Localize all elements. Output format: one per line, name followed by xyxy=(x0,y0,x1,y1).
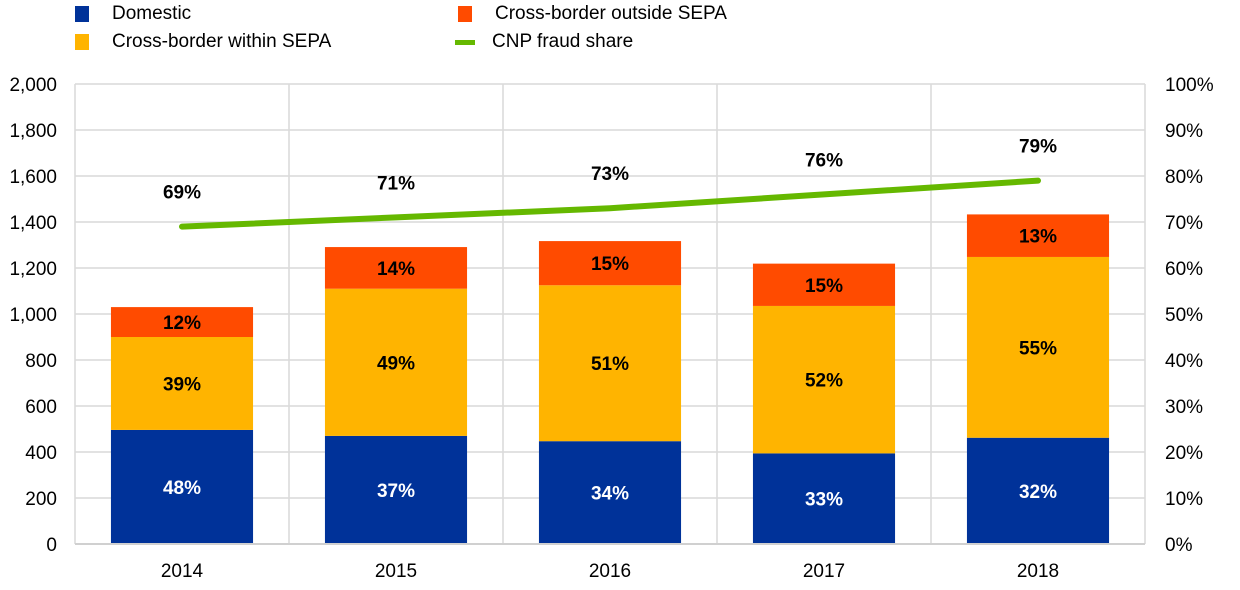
data-label: 52% xyxy=(805,371,843,392)
line-data-label: 79% xyxy=(1019,137,1057,158)
y-tick-label: 600 xyxy=(25,397,57,418)
y2-tick-label: 0% xyxy=(1165,535,1193,556)
y-tick-label: 1,800 xyxy=(9,121,57,142)
axes: 0 200 400 600 800 1,000 1,200 1,400 1,600 1,800 2,… xyxy=(9,75,1213,582)
y-tick-label: 1,000 xyxy=(9,305,57,326)
x-tick-label: 2014 xyxy=(161,561,204,582)
y2-tick-label: 80% xyxy=(1165,167,1203,188)
y-tick-label: 2,000 xyxy=(9,75,57,96)
data-label: 55% xyxy=(1019,338,1057,359)
data-label: 32% xyxy=(1019,482,1057,503)
y-tick-label: 200 xyxy=(25,489,57,510)
data-label: 34% xyxy=(591,484,629,505)
bar-domestic-2015 xyxy=(324,435,468,544)
bar-cross-border-within-sepa-2014 xyxy=(110,337,254,430)
x-tick-label: 2015 xyxy=(375,561,417,582)
bar-domestic-2017 xyxy=(752,453,896,544)
legend-swatch-within-sepa xyxy=(75,34,89,50)
y2-tick-label: 40% xyxy=(1165,351,1203,372)
data-label: 48% xyxy=(163,478,201,499)
cnp-share-line xyxy=(179,177,1041,230)
bar-cross-border-outside-sepa-2016 xyxy=(538,241,682,286)
cnp-share-polyline xyxy=(179,177,1041,230)
y2-tick-label: 10% xyxy=(1165,489,1203,510)
data-label: 33% xyxy=(805,490,843,511)
y2-tick-label: 70% xyxy=(1165,213,1203,234)
bar-cross-border-outside-sepa-2018 xyxy=(966,214,1110,257)
y-tick-label: 1,600 xyxy=(9,167,57,188)
legend-item-outside-sepa: Cross-border outside SEPA xyxy=(458,3,727,25)
legend-item-cnp-share: CNP fraud share xyxy=(455,31,634,53)
bar-cross-border-within-sepa-2015 xyxy=(324,288,468,436)
bar-domestic-2018 xyxy=(966,437,1110,544)
legend-item-within-sepa: Cross-border within SEPA xyxy=(75,31,331,53)
y2-tick-label: 60% xyxy=(1165,259,1203,280)
bar-cross-border-outside-sepa-2017 xyxy=(752,263,896,306)
data-labels: 48% 39% 12% 37% 49% 14% 34% 51% 15% 33% 52% 15% 32% 5… xyxy=(163,137,1057,511)
y-tick-label: 1,400 xyxy=(9,213,57,234)
y-tick-label: 1,200 xyxy=(9,259,57,280)
data-label: 12% xyxy=(163,313,201,334)
line-data-label: 73% xyxy=(591,164,629,185)
data-label: 39% xyxy=(163,374,201,395)
bar-domestic-2014 xyxy=(110,429,254,544)
line-data-label: 76% xyxy=(805,150,843,171)
bar-cross-border-within-sepa-2016 xyxy=(538,285,682,442)
y-tick-label: 400 xyxy=(25,443,57,464)
x-tick-label: 2016 xyxy=(589,561,631,582)
legend-label-outside-sepa: Cross-border outside SEPA xyxy=(495,3,727,24)
y2-tick-label: 100% xyxy=(1165,75,1214,96)
bar-cross-border-within-sepa-2018 xyxy=(966,256,1110,438)
legend-label-domestic: Domestic xyxy=(112,3,192,24)
legend-line-cnp-share xyxy=(455,39,475,45)
legend-label-within-sepa: Cross-border within SEPA xyxy=(112,31,332,52)
legend-label-cnp-share: CNP fraud share xyxy=(492,31,634,52)
data-label: 49% xyxy=(377,353,415,374)
data-label: 14% xyxy=(377,259,415,280)
line-data-label: 71% xyxy=(377,173,415,194)
bars xyxy=(110,214,1110,544)
x-tick-label: 2018 xyxy=(1017,561,1059,582)
y2-tick-label: 20% xyxy=(1165,443,1203,464)
data-label: 15% xyxy=(591,254,629,275)
bar-cross-border-outside-sepa-2015 xyxy=(324,247,468,289)
line-data-label: 69% xyxy=(163,183,201,204)
y2-tick-label: 90% xyxy=(1165,121,1203,142)
x-tick-label: 2017 xyxy=(803,561,845,582)
y-tick-label: 0 xyxy=(46,535,57,556)
y2-tick-label: 50% xyxy=(1165,305,1203,326)
y-tick-label: 800 xyxy=(25,351,57,372)
legend-swatch-domestic xyxy=(75,6,89,22)
data-label: 15% xyxy=(805,276,843,297)
data-label: 37% xyxy=(377,481,415,502)
bar-cross-border-outside-sepa-2014 xyxy=(110,307,254,337)
bar-domestic-2016 xyxy=(538,441,682,544)
bar-cross-border-within-sepa-2017 xyxy=(752,305,896,454)
data-label: 51% xyxy=(591,354,629,375)
legend-item-domestic: Domestic xyxy=(75,3,191,25)
legend-swatch-outside-sepa xyxy=(458,6,472,22)
legend: Domestic Cross-border outside SEPA Cross… xyxy=(0,0,1240,60)
y2-tick-label: 30% xyxy=(1165,397,1203,418)
data-label: 13% xyxy=(1019,227,1057,248)
